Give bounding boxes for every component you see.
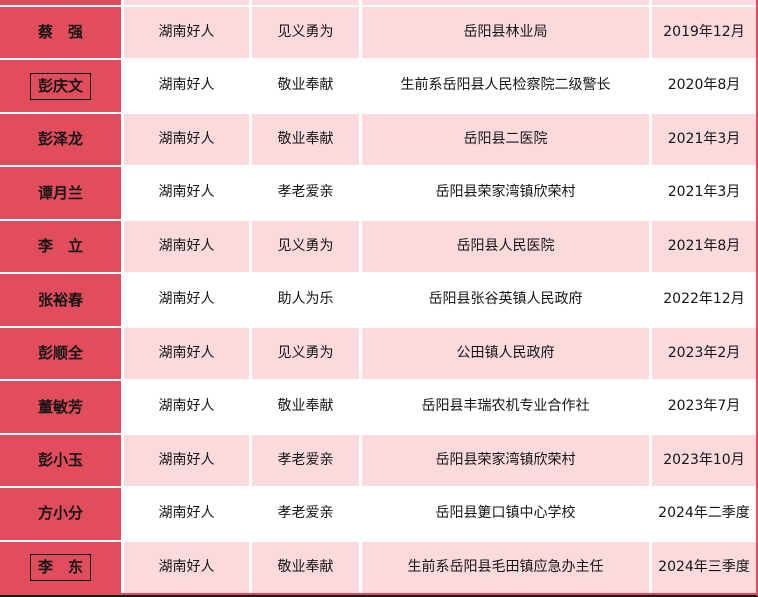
name-cell: 彭泽龙 [0, 113, 124, 166]
name-cell: 彭庆文 [0, 60, 124, 112]
table-row: 彭庆文 湖南好人 敬业奉献 生前系岳阳县人民检察院二级警长 2020年8月 [0, 60, 756, 114]
honor-title-cell: 湖南好人 [124, 7, 252, 59]
honor-title-cell: 湖南好人 [124, 167, 252, 219]
date-cell: 2024年二季度 [652, 488, 756, 540]
date-cell: 2023年7月 [652, 381, 756, 433]
date-cell: 2019年12月 [652, 7, 756, 59]
honoree-name: 董敏芳 [37, 397, 83, 416]
organization-cell: 公田镇人民政府 [362, 327, 652, 380]
table-row: 方小分 湖南好人 孝老爱亲 岳阳县筻口镇中心学校 2024年二季度 [0, 488, 756, 542]
honor-title-cell: 湖南好人 [124, 274, 252, 326]
honor-title-cell: 湖南好人 [124, 541, 252, 593]
date-cell: 2024年三季度 [652, 541, 756, 593]
name-cell: 张裕春 [0, 274, 124, 326]
category-cell: 敬业奉献 [252, 113, 362, 166]
table-row: 蔡 强 湖南好人 见义勇为 岳阳县林业局 2019年12月 [0, 7, 756, 61]
honoree-name: 谭月兰 [37, 183, 83, 202]
name-cell: 李 东 [0, 541, 124, 593]
table-row: 谭月兰 湖南好人 孝老爱亲 岳阳县荣家湾镇欣荣村 2021年3月 [0, 167, 756, 221]
category-cell: 敬业奉献 [252, 381, 362, 433]
organization-cell: 岳阳县筻口镇中心学校 [362, 488, 652, 540]
honoree-name: 蔡 强 [37, 23, 83, 42]
category-cell: 见义勇为 [252, 7, 362, 59]
date-cell: 2021年3月 [652, 167, 756, 219]
category-cell: 敬业奉献 [252, 60, 362, 112]
organization-cell: 岳阳县人民医院 [362, 220, 652, 273]
honoree-name: 彭小玉 [37, 450, 83, 469]
organization-cell: 生前系岳阳县人民检察院二级警长 [362, 60, 652, 112]
organization-cell: 岳阳县荣家湾镇欣荣村 [362, 167, 652, 219]
category-cell: 孝老爱亲 [252, 488, 362, 540]
honor-title-cell: 湖南好人 [124, 434, 252, 487]
date-cell: 2022年12月 [652, 274, 756, 326]
name-cell: 彭顺全 [0, 327, 124, 380]
name-cell: 谭月兰 [0, 167, 124, 219]
name-cell: 李 立 [0, 220, 124, 273]
organization-cell: 岳阳县荣家湾镇欣荣村 [362, 434, 652, 487]
name-cell: 蔡 强 [0, 7, 124, 59]
honoree-name: 方小分 [37, 504, 83, 523]
honor-title-cell: 湖南好人 [124, 113, 252, 166]
category-cell: 孝老爱亲 [252, 434, 362, 487]
organization-cell: 岳阳县丰瑞农机专业合作社 [362, 381, 652, 433]
name-cell: 彭小玉 [0, 434, 124, 487]
table-row: 李 东 湖南好人 敬业奉献 生前系岳阳县毛田镇应急办主任 2024年三季度 [0, 541, 756, 595]
organization-cell: 岳阳县林业局 [362, 7, 652, 59]
name-cell: 董敏芳 [0, 381, 124, 433]
date-cell: 2021年3月 [652, 113, 756, 166]
honor-title-cell: 湖南好人 [124, 381, 252, 433]
organization-cell: 生前系岳阳县毛田镇应急办主任 [362, 541, 652, 593]
table-row: 彭泽龙 湖南好人 敬业奉献 岳阳县二医院 2021年3月 [0, 113, 756, 168]
honor-title-cell: 湖南好人 [124, 60, 252, 112]
table-row: 彭小玉 湖南好人 孝老爱亲 岳阳县荣家湾镇欣荣村 2023年10月 [0, 434, 756, 489]
honoree-name: 彭顺全 [37, 344, 83, 363]
cutoff-row-strip [0, 0, 756, 7]
category-cell: 敬业奉献 [252, 541, 362, 593]
category-cell: 孝老爱亲 [252, 167, 362, 219]
table-row: 董敏芳 湖南好人 敬业奉献 岳阳县丰瑞农机专业合作社 2023年7月 [0, 381, 756, 435]
honor-title-cell: 湖南好人 [124, 327, 252, 380]
table-row: 彭顺全 湖南好人 见义勇为 公田镇人民政府 2023年2月 [0, 327, 756, 382]
honor-title-cell: 湖南好人 [124, 220, 252, 273]
honoree-name: 张裕春 [37, 290, 83, 309]
honor-title-cell: 湖南好人 [124, 488, 252, 540]
organization-cell: 岳阳县二医院 [362, 113, 652, 166]
date-cell: 2023年10月 [652, 434, 756, 487]
category-cell: 见义勇为 [252, 220, 362, 273]
table-body: 蔡 强 湖南好人 见义勇为 岳阳县林业局 2019年12月 彭庆文 湖南好人 敬… [0, 7, 756, 595]
name-cell: 方小分 [0, 488, 124, 540]
honoree-name: 李 立 [37, 237, 83, 256]
honoree-name: 李 东 [29, 553, 91, 581]
honoree-name: 彭庆文 [29, 72, 91, 100]
organization-cell: 岳阳县张谷英镇人民政府 [362, 274, 652, 326]
date-cell: 2023年2月 [652, 327, 756, 380]
category-cell: 助人为乐 [252, 274, 362, 326]
honoree-name: 彭泽龙 [37, 130, 83, 149]
date-cell: 2020年8月 [652, 60, 756, 112]
category-cell: 见义勇为 [252, 327, 362, 380]
date-cell: 2021年8月 [652, 220, 756, 273]
table-row: 李 立 湖南好人 见义勇为 岳阳县人民医院 2021年8月 [0, 220, 756, 275]
table-row: 张裕春 湖南好人 助人为乐 岳阳县张谷英镇人民政府 2022年12月 [0, 274, 756, 328]
